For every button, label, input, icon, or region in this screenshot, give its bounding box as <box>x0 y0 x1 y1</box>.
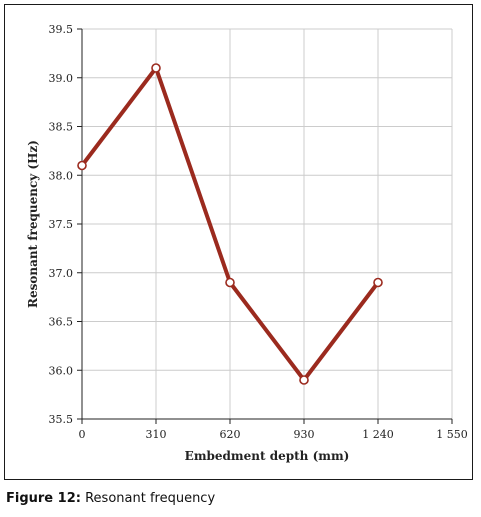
data-point <box>299 375 309 385</box>
figure-caption: Figure 12: Resonant frequency <box>6 491 215 506</box>
x-tick-label: 1 240 <box>362 428 394 441</box>
line-chart: 35.5 36.0 36.5 37.0 37.5 38.0 38.5 39.0 39.5 0 31… <box>26 23 468 463</box>
x-tick-label: 1 550 <box>436 428 468 441</box>
y-tick-label: 36.5 <box>49 316 74 329</box>
data-point <box>225 277 235 288</box>
caption-text: Resonant frequency <box>85 491 216 506</box>
y-axis-ticks: 35.5 36.0 36.5 37.0 37.5 38.0 38.5 39.0 39.5 <box>49 23 82 426</box>
y-tick-label: 39.0 <box>49 72 74 85</box>
data-point <box>373 277 383 288</box>
y-axis-title: Resonant frequency (Hz) <box>26 140 40 308</box>
y-tick-label: 38.5 <box>49 121 74 134</box>
data-point <box>151 63 161 73</box>
grid-lines <box>81 28 453 420</box>
y-tick-label: 35.5 <box>49 413 74 426</box>
y-tick-label: 38.0 <box>49 169 74 182</box>
x-tick-label: 930 <box>294 428 315 441</box>
y-tick-label: 39.5 <box>49 23 74 36</box>
x-tick-label: 310 <box>146 428 167 441</box>
data-point <box>77 160 87 171</box>
y-tick-label: 37.5 <box>49 218 74 231</box>
y-tick-label: 36.0 <box>49 364 74 377</box>
y-tick-label: 37.0 <box>49 267 74 280</box>
x-axis-title: Embedment depth (mm) <box>185 449 350 463</box>
x-axis-ticks: 0 310 620 930 1 240 1 550 <box>79 419 468 441</box>
x-tick-label: 620 <box>220 428 241 441</box>
series-layer <box>77 63 383 385</box>
caption-label: Figure 12: <box>6 491 81 506</box>
x-tick-label: 0 <box>79 428 86 441</box>
